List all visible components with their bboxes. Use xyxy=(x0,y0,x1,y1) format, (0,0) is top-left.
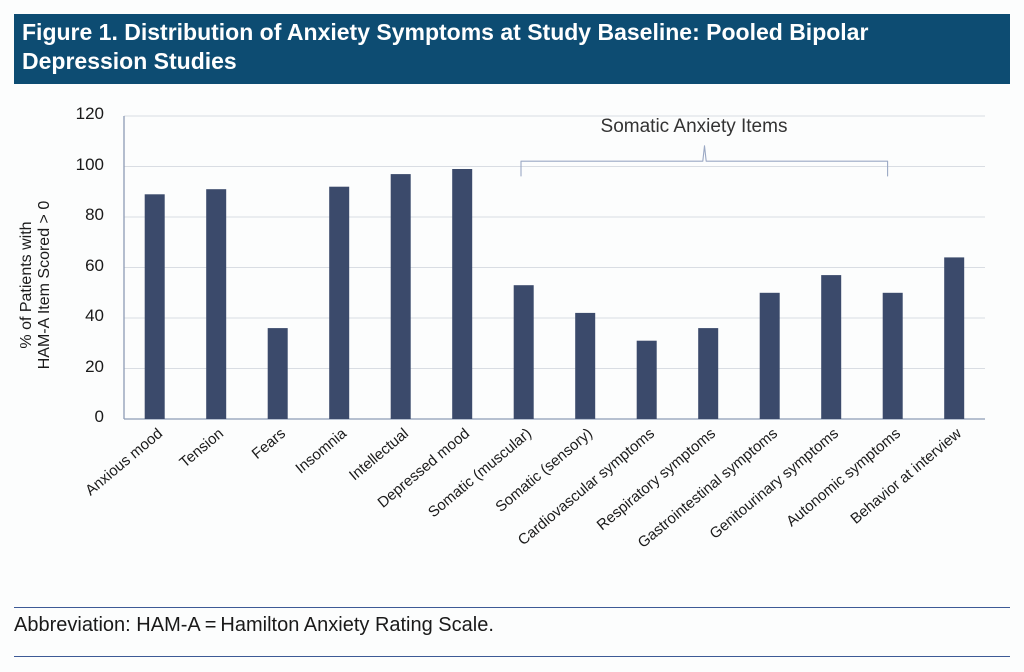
svg-text:Somatic Anxiety Items: Somatic Anxiety Items xyxy=(601,116,788,137)
